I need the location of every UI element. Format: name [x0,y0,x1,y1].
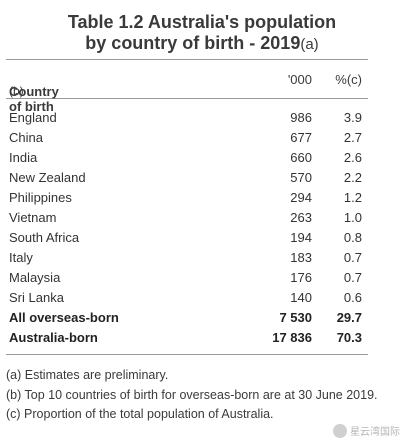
row-thousands: 986 [290,110,312,125]
table-row: India 660 2.6 [6,148,368,168]
table-row: New Zealand 570 2.2 [6,168,368,188]
row-percent: 2.7 [343,130,362,145]
row-percent: 1.0 [343,210,362,225]
total-country: Australia-born [9,330,98,345]
row-thousands: 294 [290,190,312,205]
top-rule [6,59,368,60]
table-row: Malaysia 176 0.7 [6,268,368,288]
row-thousands: 263 [290,210,312,225]
header-percent: %(c) [335,72,362,87]
footnote-b: (b) Top 10 countries of birth for overse… [6,387,378,402]
table-header: Country of birth (b) '000 %(c) [6,60,368,114]
title-line-1: Table 1.2 Australia's population [67,12,337,32]
footnotes: (a) Estimates are preliminary. (b) Top 1… [6,366,378,425]
table-row: Vietnam 263 1.0 [6,208,368,228]
row-country: Sri Lanka [9,290,64,305]
table-row: Philippines 294 1.2 [6,188,368,208]
total-percent: 70.3 [336,330,362,345]
watermark: 星云湾国际 [333,423,400,438]
table-row: South Africa 194 0.8 [6,228,368,248]
row-thousands: 194 [290,230,312,245]
row-thousands: 660 [290,150,312,165]
row-percent: 2.2 [343,170,362,185]
total-row-australia: Australia-born 17 836 70.3 [6,328,368,348]
title-line-2: by country of birth - 2019(a) [0,33,404,55]
bottom-rule [6,354,368,355]
row-country: Malaysia [9,270,61,285]
table-row: Sri Lanka 140 0.6 [6,288,368,308]
row-country: Vietnam [9,210,57,225]
row-country: England [9,110,57,125]
row-percent: 0.8 [343,230,362,245]
table-row: England 986 3.9 [6,108,368,128]
row-thousands: 570 [290,170,312,185]
watermark-text: 星云湾国际 [350,427,400,438]
row-percent: 2.6 [343,150,362,165]
row-percent: 1.2 [343,190,362,205]
footnote-c: (c) Proportion of the total population o… [6,407,274,421]
row-thousands: 140 [290,290,312,305]
row-percent: 0.6 [343,290,362,305]
header-rule [6,98,368,99]
header-thousands: '000 [287,72,312,87]
table-title: Table 1.2 Australia's population by coun… [0,12,404,55]
row-country: South Africa [9,230,80,245]
title-line-2-suffix: (a) [300,36,319,53]
row-thousands: 176 [290,270,312,285]
total-thousands: 7 530 [279,310,312,325]
watermark-logo-icon [333,423,347,438]
total-row-overseas: All overseas-born 7 530 29.7 [6,308,368,328]
table-body: England 986 3.9 China 677 2.7 India 660 2.6 Ne… [6,99,368,348]
row-thousands: 677 [290,130,312,145]
row-percent: 0.7 [343,250,362,265]
title-line-2-text: by country of birth - 2019 [85,33,301,53]
row-country: India [9,150,38,165]
row-percent: 3.9 [343,110,362,125]
total-percent: 29.7 [336,310,362,325]
table-row: Italy 183 0.7 [6,248,368,268]
row-thousands: 183 [290,250,312,265]
row-country: New Zealand [9,170,86,185]
header-country-suffix: (b) [9,84,24,98]
total-thousands: 17 836 [272,330,312,345]
total-country: All overseas-born [9,310,119,325]
row-country: China [9,130,43,145]
table-row: China 677 2.7 [6,128,368,148]
header-country-text: Country of birth [9,84,59,114]
footnote-a: (a) Estimates are preliminary. [6,368,169,382]
population-table: Country of birth (b) '000 %(c) England 986… [6,59,368,355]
row-country: Italy [9,250,33,265]
row-country: Philippines [9,190,72,205]
row-percent: 0.7 [343,270,362,285]
